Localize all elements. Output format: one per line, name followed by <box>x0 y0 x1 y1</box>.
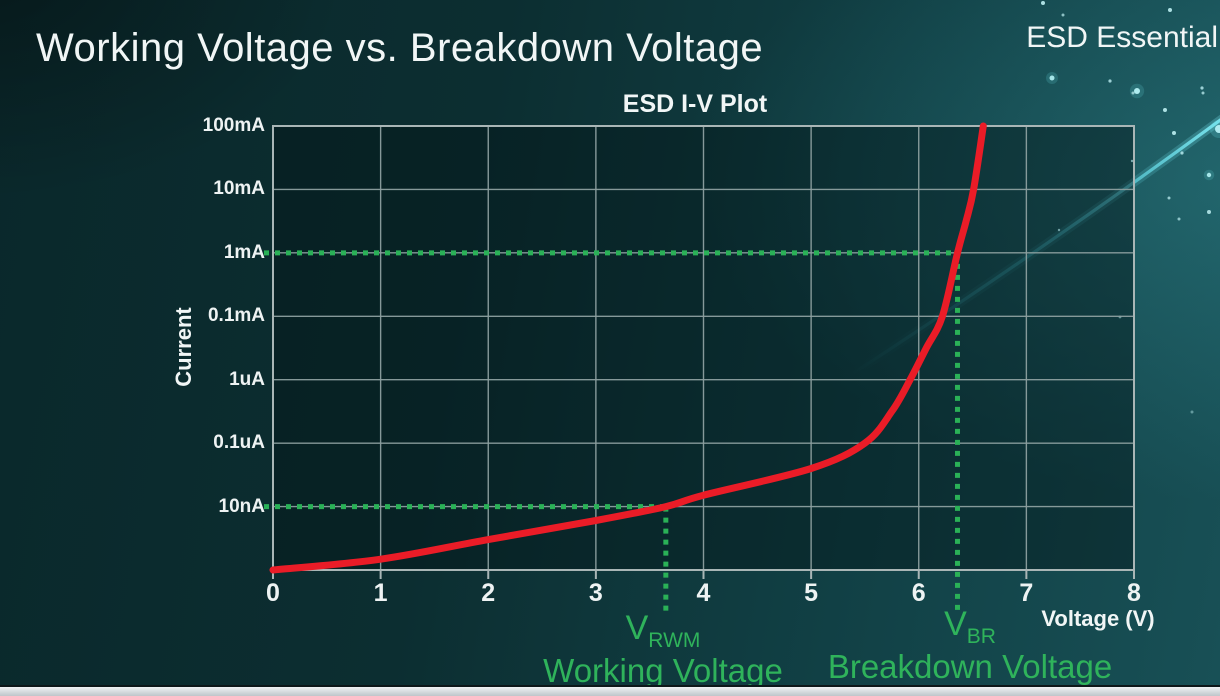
swoosh-line <box>851 118 1220 376</box>
star-speck <box>1041 1 1045 5</box>
star-speck <box>1057 228 1061 232</box>
y-tick-label-10mA: 10mA <box>213 178 265 200</box>
star-speck <box>1163 108 1167 112</box>
swoosh-head-glow <box>1210 120 1220 138</box>
y-tick-label-10nA: 10nA <box>218 495 265 517</box>
star-glow <box>1203 169 1215 181</box>
brand-watermark: ESD Essential <box>1026 21 1218 54</box>
star-speck <box>1167 196 1171 200</box>
star-speck <box>1130 159 1134 163</box>
x-tick-label-2: 2 <box>481 579 496 607</box>
y-tick-label-0.1mA: 0.1mA <box>207 305 265 327</box>
x-tick-label-1: 1 <box>373 579 388 607</box>
star-speck <box>1200 86 1204 90</box>
plot-frame <box>272 125 1135 571</box>
breakdown-voltage-annotation: VBR Breakdown Voltage <box>820 605 1120 685</box>
star-speck <box>1172 131 1176 135</box>
star-speck <box>1207 210 1211 214</box>
star-speck <box>1108 79 1112 83</box>
y-tick-label-1uA: 1uA <box>229 368 265 390</box>
star-speck <box>1061 13 1065 17</box>
star-speck <box>1131 91 1135 95</box>
x-tick-label-8: 8 <box>1127 579 1141 607</box>
swoosh-head <box>1215 125 1220 133</box>
star-speck <box>1134 88 1140 94</box>
iv-curve <box>269 122 987 574</box>
y-tick-label-100mA: 100mA <box>202 115 265 136</box>
y-tick-label-1mA: 1mA <box>223 241 265 263</box>
slide-title: Working Voltage vs. Breakdown Voltage <box>36 26 764 70</box>
star-speck <box>1177 217 1181 221</box>
star-glow <box>1129 83 1145 99</box>
working-voltage-caption: Working Voltage <box>543 651 783 689</box>
star-speck <box>1206 172 1212 178</box>
star-speck <box>1049 75 1055 81</box>
chart-title: ESD I-V Plot <box>622 90 768 118</box>
star-speck <box>1201 91 1205 95</box>
x-tick-label-3: 3 <box>588 579 603 607</box>
star-glow <box>1046 72 1058 84</box>
star-speck <box>1180 151 1184 155</box>
working-voltage-annotation: VRWM Working Voltage <box>513 609 813 689</box>
vbr-symbol: VBR <box>944 605 996 648</box>
x-tick-label-0: 0 <box>266 579 280 607</box>
x-tick-label-7: 7 <box>1019 579 1034 607</box>
star-speck <box>1190 410 1194 414</box>
bottom-bar <box>0 685 1220 696</box>
vrwm-symbol: VRWM <box>625 609 701 652</box>
x-tick-label-4: 4 <box>696 579 711 607</box>
x-tick-label-6: 6 <box>911 579 926 607</box>
y-tick-label-0.1uA: 0.1uA <box>213 432 265 454</box>
x-tick-label-5: 5 <box>804 579 819 607</box>
star-speck <box>1168 8 1172 12</box>
breakdown-voltage-caption: Breakdown Voltage <box>827 647 1113 685</box>
x-axis-title: Voltage (V) <box>1041 606 1155 631</box>
